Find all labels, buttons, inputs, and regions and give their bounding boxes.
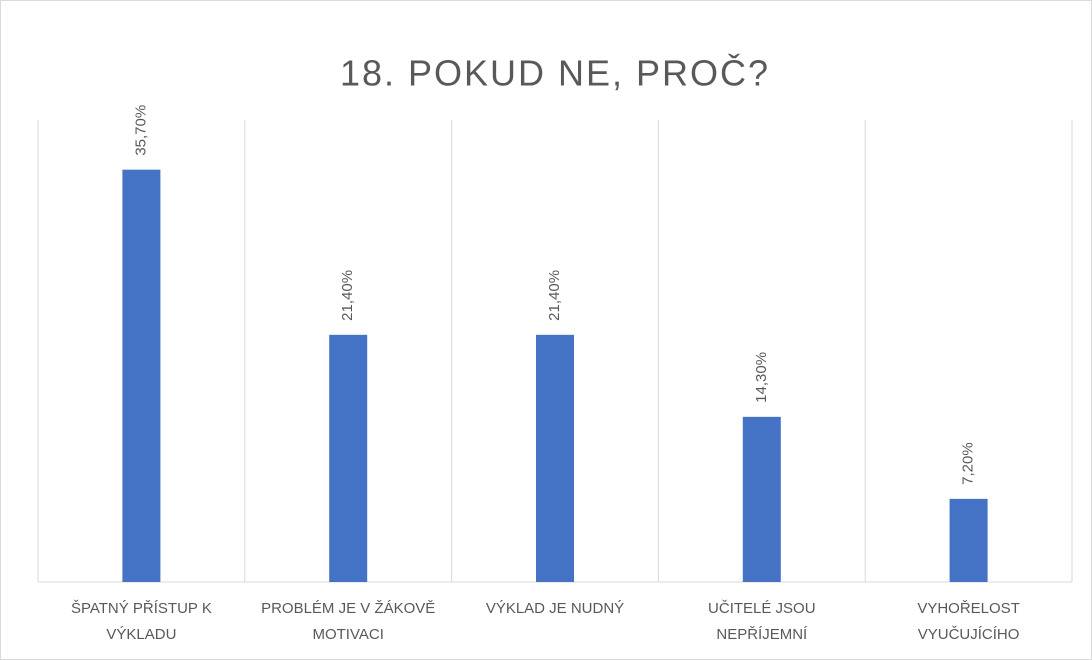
- x-tick-label: PROBLÉM JE V ŽÁKOVĚ MOTIVACI: [261, 600, 436, 643]
- data-label: 21,40%: [546, 270, 563, 321]
- x-tick-label: VYHOŘELOST VYUČUJÍCÍHO: [917, 600, 1020, 643]
- bar: [742, 416, 781, 582]
- x-tick-label: VÝKLAD JE NUDNÝ: [485, 600, 625, 617]
- data-label: 14,30%: [753, 352, 770, 403]
- bar: [949, 498, 988, 582]
- bar: [536, 334, 574, 582]
- bar: [122, 169, 161, 583]
- bar: [329, 334, 368, 582]
- x-tick-label: UČITELÉ JSOU NEPŘÍJEMNÍ: [708, 600, 816, 643]
- x-tick-label: ŠPATNÝ PŘÍSTUP K VÝKLADU: [70, 600, 212, 643]
- data-label: 7,20%: [960, 442, 977, 485]
- chart-title: 18. POKUD NE, PROČ?: [340, 53, 770, 94]
- data-label: 35,70%: [132, 105, 149, 156]
- data-label: 21,40%: [339, 270, 356, 321]
